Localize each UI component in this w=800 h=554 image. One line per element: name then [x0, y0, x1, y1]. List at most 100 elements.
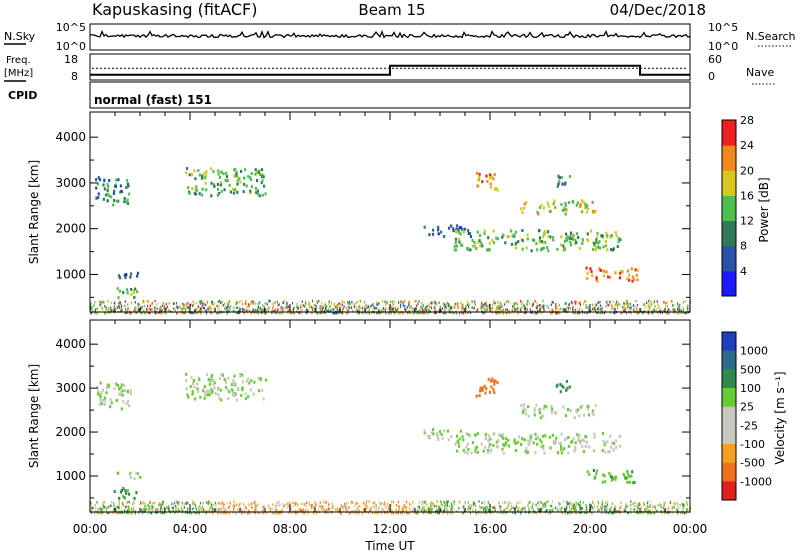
velocity-cell [482, 449, 485, 453]
velocity-ground-cell [601, 507, 603, 510]
velocity-ground-cell [161, 508, 163, 512]
velocity-ground-cell [458, 500, 460, 504]
velocity-ground-cell [406, 506, 408, 509]
power-cell [525, 201, 528, 205]
power-ground-cell [99, 304, 101, 307]
velocity-ground-cell [395, 508, 397, 511]
power-ground-cell [572, 309, 574, 312]
power-cell [126, 288, 129, 292]
power-ground-cell [463, 309, 465, 312]
power-cell [496, 188, 499, 192]
power-ground-cell [412, 307, 414, 310]
velocity-cell [115, 399, 118, 402]
velocity-cell [122, 383, 126, 387]
power-ground-cell [574, 300, 576, 304]
power-ground-cell [120, 301, 122, 304]
power-ground-cell [425, 305, 427, 309]
velocity-ground-cell [424, 500, 426, 503]
velocity-ground-cell [485, 508, 487, 511]
velocity-ground-cell [218, 501, 220, 505]
velocity-ground-cell [212, 504, 214, 507]
power-ground-cell [658, 306, 660, 309]
power-cell [195, 185, 198, 189]
power-ground-cell [362, 311, 364, 314]
velocity-cell [529, 438, 532, 442]
power-ground-cell [653, 310, 655, 313]
velocity-cell [471, 441, 474, 444]
power-cell [249, 191, 252, 195]
velocity-ground-cell [423, 508, 425, 512]
power-cell [129, 275, 132, 279]
power-ground-cell [143, 312, 145, 315]
power-ground-cell [402, 304, 404, 307]
power-ground-cell [277, 303, 279, 307]
power-ground-cell [565, 307, 568, 311]
power-ground-cell [357, 309, 359, 313]
power-ground-cell [443, 311, 445, 315]
velocity-ground-cell [174, 509, 176, 512]
power-ground-cell [201, 307, 203, 311]
power-ground-cell [611, 305, 613, 308]
power-cell [113, 199, 116, 202]
power-cell [247, 175, 250, 179]
velocity-ground-cell [573, 507, 575, 510]
power-ground-cell [280, 308, 282, 311]
power-cell [636, 278, 639, 282]
velocity-cell [125, 491, 128, 495]
velocity-ground-cell [637, 506, 639, 510]
velocity-cell [550, 405, 553, 408]
power-cell [506, 235, 509, 239]
velocity-cell [220, 398, 223, 402]
power-ground-cell [367, 305, 369, 308]
velocity-cell [541, 414, 544, 418]
power-cell [523, 206, 526, 210]
velocity-ground-cell [144, 501, 146, 505]
velocity-ground-cell [604, 505, 606, 508]
power-ground-cell [594, 305, 596, 308]
velocity-ground-cell [161, 501, 163, 504]
velocity-ground-cell [559, 502, 561, 506]
velocity-ground-cell [440, 501, 442, 505]
velocity-ground-cell [575, 509, 577, 512]
power-cell [635, 273, 638, 277]
power-ground-cell [576, 312, 578, 315]
power-ground-cell [498, 304, 500, 308]
power-ground-cell [230, 305, 232, 308]
velocity-ground-cell [257, 511, 259, 514]
power-ground-cell [319, 307, 321, 310]
power-ground-cell [593, 308, 595, 311]
power-cell [526, 233, 529, 237]
power-cell [590, 229, 593, 233]
power-ground-cell [519, 308, 522, 311]
velocity-cell [467, 433, 470, 437]
velocity-ground-cell [620, 501, 622, 505]
power-ground-cell [455, 302, 457, 306]
power-colorbar-tick: 4 [740, 265, 747, 278]
velocity-ground-cell [638, 511, 640, 515]
velocity-ground-cell [442, 504, 444, 507]
velocity-cell [576, 433, 579, 437]
power-cell [431, 232, 435, 236]
power-ground-cell [182, 302, 184, 306]
velocity-ground-cell [222, 506, 224, 510]
velocity-cell [487, 377, 490, 381]
power-ground-cell [672, 308, 674, 311]
power-cell [104, 193, 108, 197]
velocity-ground-cell [336, 508, 338, 512]
power-cell [493, 173, 496, 177]
power-ground-cell [331, 308, 333, 311]
velocity-ground-cell [199, 501, 202, 505]
power-cell [551, 236, 555, 240]
velocity-cell [435, 432, 439, 436]
power-ground-cell [504, 303, 506, 306]
power-ground-cell [110, 301, 112, 304]
velocity-ground-cell [504, 501, 506, 504]
velocity-ground-cell [362, 508, 364, 511]
power-cell [480, 241, 483, 245]
power-cell [134, 287, 137, 291]
velocity-ground-cell [132, 508, 134, 512]
power-cell [198, 173, 201, 177]
velocity-ground-cell [436, 506, 438, 510]
power-cell [523, 202, 526, 206]
velocity-ground-cell [421, 500, 423, 504]
